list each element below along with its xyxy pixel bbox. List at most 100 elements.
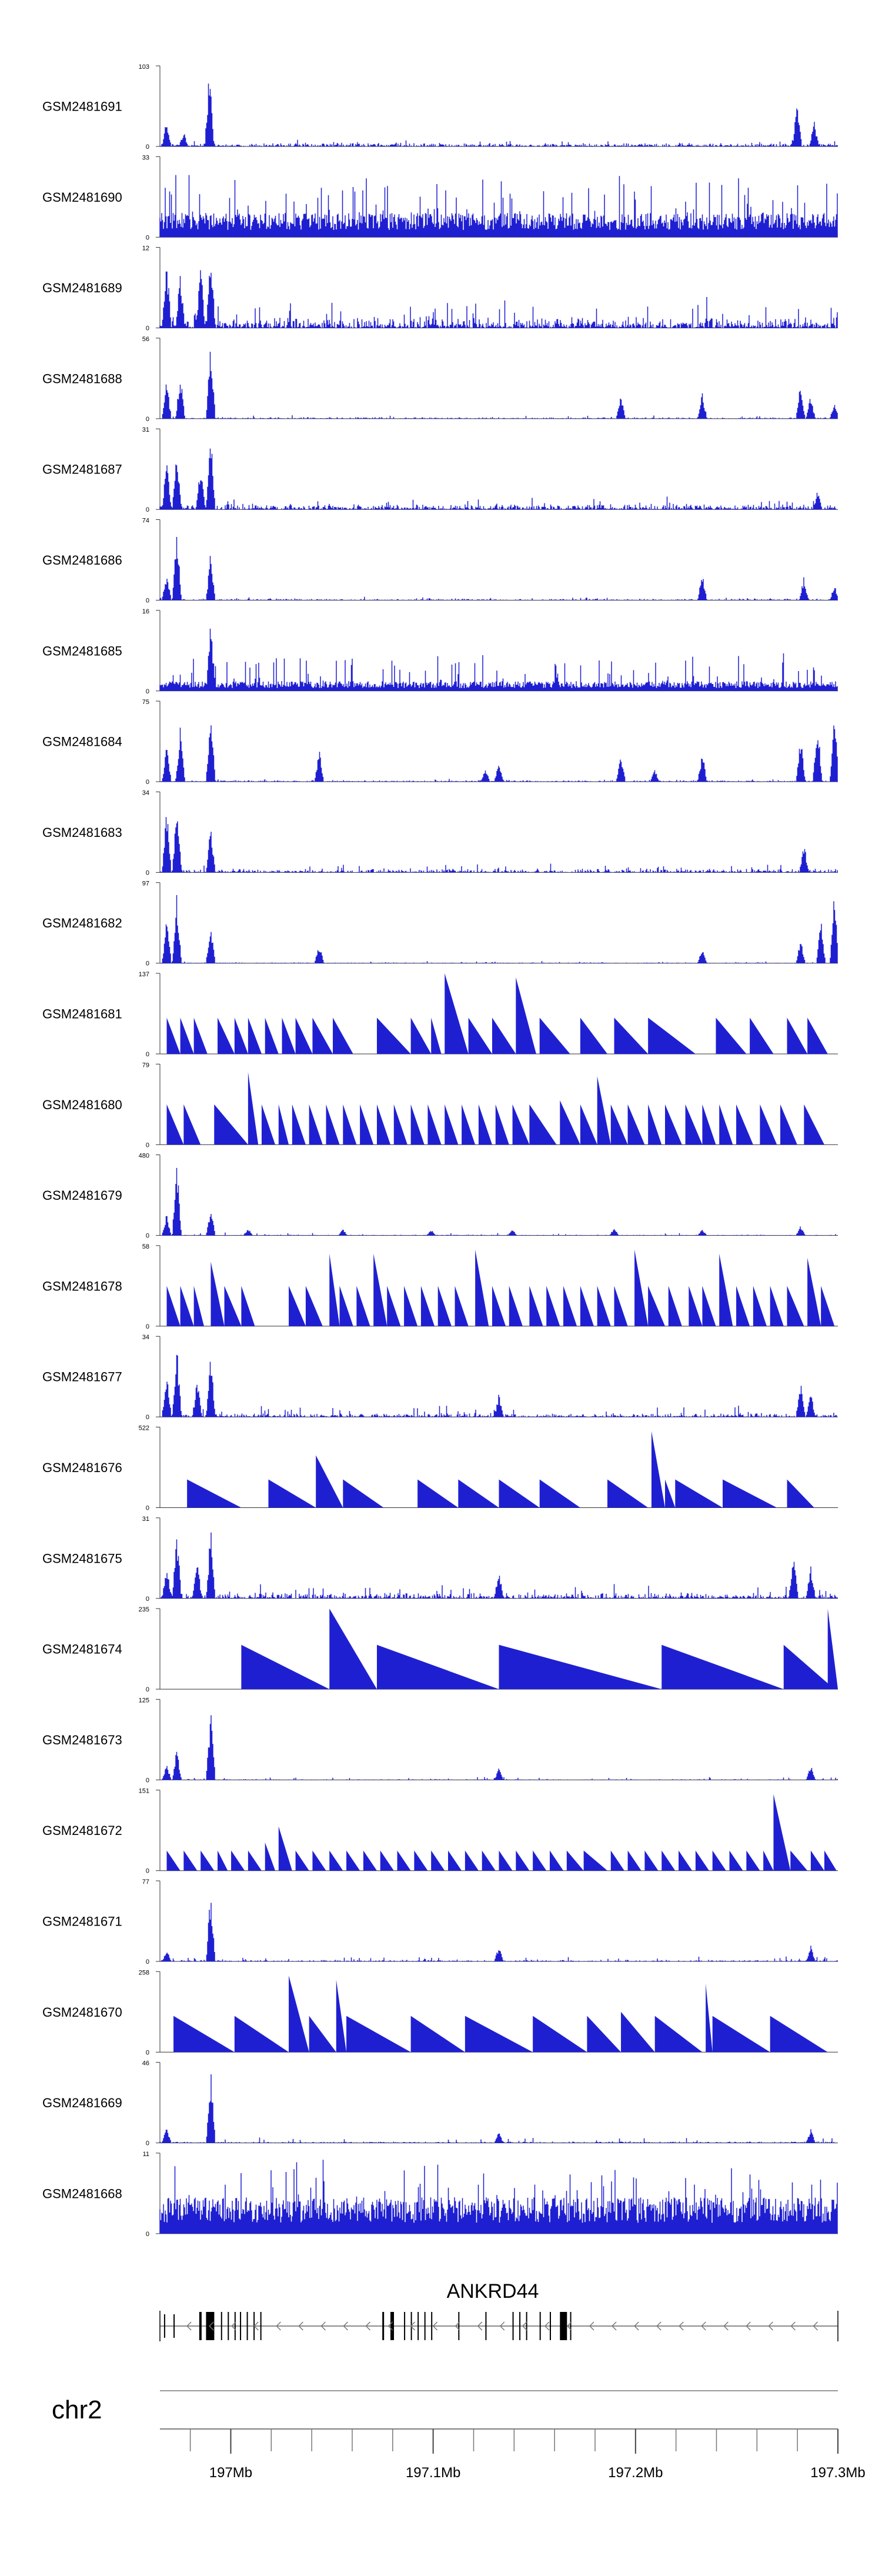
strand-arrow: [701, 2321, 706, 2331]
gene-exon: [417, 2312, 419, 2340]
coverage-segment: [211, 1262, 225, 1326]
gene-exon: [199, 2312, 202, 2340]
strand-arrow: [611, 2321, 617, 2331]
coverage-segment: [770, 1286, 784, 1326]
track-GSM2481686: GSM2481686 74 0: [42, 518, 838, 605]
coverage-segment: [417, 1479, 459, 1508]
track-GSM2481668: GSM2481668 11 0: [42, 2151, 838, 2238]
coverage-segment: [702, 1286, 716, 1326]
track-label: GSM2481670: [42, 2005, 122, 2020]
coverage-signal: [159, 175, 838, 238]
gene-exon: [240, 2312, 242, 2340]
track-zero-label: 0: [146, 1958, 149, 1966]
coverage-segment: [512, 1104, 530, 1145]
track-max-label: 103: [139, 64, 149, 71]
strand-arrow: [410, 2321, 416, 2331]
coverage-segment: [790, 1850, 808, 1871]
coverage-segment: [268, 1479, 316, 1508]
coverage-segment: [265, 1017, 279, 1054]
track-GSM2481688: GSM2481688 56 0: [42, 336, 838, 423]
coverage-segment: [533, 2016, 587, 2053]
strand-arrow: [276, 2321, 281, 2331]
coverage-segment: [214, 1104, 248, 1145]
track-label: GSM2481680: [42, 1097, 122, 1112]
coverage-segment: [627, 1104, 645, 1145]
coverage-segment: [750, 1017, 774, 1054]
track-GSM2481685: GSM2481685 16 0: [42, 608, 838, 695]
coverage-segment: [648, 1017, 696, 1054]
gene-exon: [163, 2314, 165, 2338]
track-GSM2481682: GSM2481682 97 0: [42, 880, 838, 967]
track-GSM2481677: GSM2481677 34 0: [42, 1334, 838, 1421]
coverage-segment: [560, 1100, 580, 1145]
coverage-segment: [166, 1850, 181, 1871]
track-label: GSM2481687: [42, 462, 122, 477]
coverage-segment: [539, 1479, 580, 1508]
coverage-segment: [278, 1826, 292, 1871]
gene-exon: [485, 2312, 487, 2340]
track-label: GSM2481682: [42, 916, 122, 930]
coverage-segment: [387, 1286, 401, 1326]
chromosome-axis-track: chr2 197Mb 197.1Mb 197.2Mb 197.3Mb: [52, 2390, 866, 2481]
coverage-segment: [719, 1253, 733, 1326]
coverage-segment: [783, 1644, 835, 1690]
coverage-segment: [180, 1286, 194, 1326]
coverage-segment: [329, 1253, 340, 1326]
coverage-segment: [787, 1479, 814, 1508]
track-max-label: 75: [142, 699, 149, 706]
track-max-label: 46: [142, 2060, 149, 2067]
coverage-signal: [159, 270, 838, 328]
track-GSM2481674: GSM2481674 235 0: [42, 1606, 838, 1693]
strand-arrow: [432, 2321, 438, 2331]
coverage-segment: [664, 1104, 682, 1145]
coverage-signal: [159, 628, 838, 691]
track-label: GSM2481672: [42, 1823, 122, 1838]
gene-exon: [382, 2312, 385, 2340]
track-zero-label: 0: [146, 1233, 149, 1240]
coverage-segment: [716, 1017, 747, 1054]
coverage-segment: [662, 1644, 784, 1690]
track-GSM2481673: GSM2481673 125 0: [42, 1697, 838, 1784]
coverage-segment: [248, 1850, 262, 1871]
track-max-label: 480: [139, 1153, 149, 1160]
coverage-segment: [468, 1017, 492, 1054]
track-GSM2481679: GSM2481679 480 0: [42, 1153, 838, 1240]
coverage-segment: [516, 1850, 530, 1871]
track-max-label: 56: [142, 336, 149, 343]
gene-exon: [458, 2312, 460, 2340]
coverage-segment: [346, 1850, 360, 1871]
coverage-signal: [159, 448, 838, 510]
coverage-signal: [159, 1903, 838, 1961]
strand-arrow: [186, 2321, 192, 2331]
track-label: GSM2481674: [42, 1642, 122, 1657]
coverage-segment: [316, 1455, 343, 1508]
coverage-segment: [729, 1850, 743, 1871]
coverage-segment: [410, 1104, 425, 1145]
track-label: GSM2481690: [42, 190, 122, 205]
coverage-signal: [159, 537, 838, 600]
coverage-segment: [376, 1017, 411, 1054]
coverage-segment: [509, 1286, 523, 1326]
coverage-segment: [201, 1850, 215, 1871]
coverage-segment: [455, 1286, 469, 1326]
gene-exon: [560, 2312, 567, 2340]
coverage-signal: [159, 1532, 838, 1599]
gene-exon: [173, 2314, 175, 2338]
track-zero-label: 0: [146, 416, 149, 423]
track-GSM2481681: GSM2481681 137 0: [42, 971, 838, 1058]
coverage-segment: [420, 1286, 435, 1326]
coverage-segment: [546, 1286, 560, 1326]
strand-arrow: [723, 2321, 729, 2331]
track-GSM2481670: GSM2481670 258 0: [42, 1969, 838, 2056]
strand-arrow: [298, 2321, 303, 2331]
coverage-segment: [292, 1104, 306, 1145]
gene-exon: [424, 2312, 426, 2340]
coverage-segment: [218, 1850, 228, 1871]
coverage-segment: [431, 1850, 445, 1871]
coverage-tracks: GSM2481691 103 0 GSM2481690 33 0 GSM2481689 12 0…: [42, 64, 838, 2238]
gene-exon: [539, 2312, 541, 2340]
coverage-segment: [218, 1017, 235, 1054]
coverage-segment: [662, 1850, 676, 1871]
track-zero-label: 0: [146, 1142, 149, 1149]
